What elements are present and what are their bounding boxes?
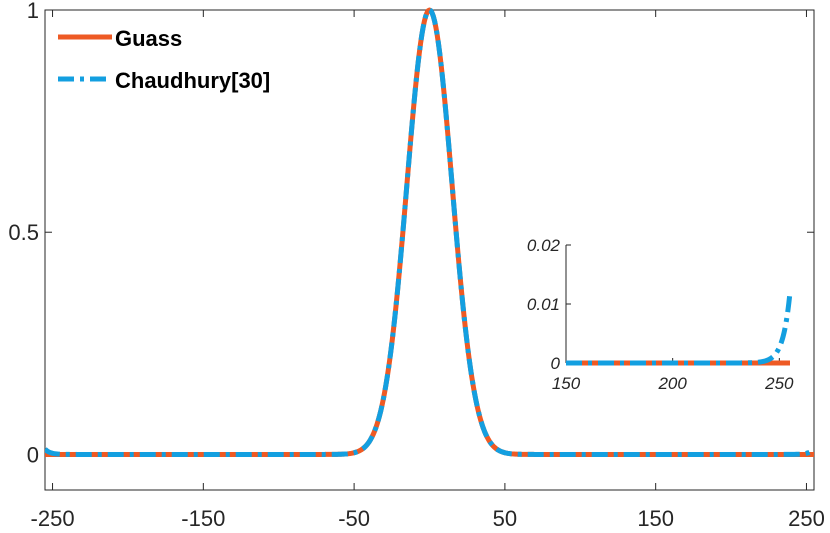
legend-label-guass: Guass	[115, 26, 182, 51]
x-tick-label: 150	[552, 374, 581, 393]
x-tick-label: -250	[31, 506, 75, 531]
x-tick-label: 250	[788, 506, 825, 531]
y-tick-label: 0.01	[527, 295, 560, 314]
inset-plot-area: 150 200 250 0 0.01 0.02	[527, 236, 794, 393]
y-tick-label: 0	[27, 442, 39, 467]
x-tick-label: -50	[338, 506, 370, 531]
y-tick-label: 0.02	[527, 236, 561, 255]
x-tick-label: -150	[181, 506, 225, 531]
x-tick-label: 250	[764, 374, 794, 393]
x-tick-label: 50	[493, 506, 517, 531]
y-tick-label: 0	[551, 354, 561, 373]
legend: Guass Chaudhury[30]	[58, 26, 270, 93]
series-line-chaudhury-30	[45, 7, 816, 457]
y-tick-label: 0.5	[8, 220, 39, 245]
x-tick-label: 200	[657, 374, 687, 393]
series-line-chaudhury-30	[566, 291, 793, 366]
legend-label-chaudhury: Chaudhury[30]	[115, 68, 270, 93]
main-plot-area: -250 -150 -50 50 150 250 0 0.5 1	[8, 0, 824, 531]
y-tick-label: 1	[27, 0, 39, 23]
x-tick-label: 150	[637, 506, 674, 531]
